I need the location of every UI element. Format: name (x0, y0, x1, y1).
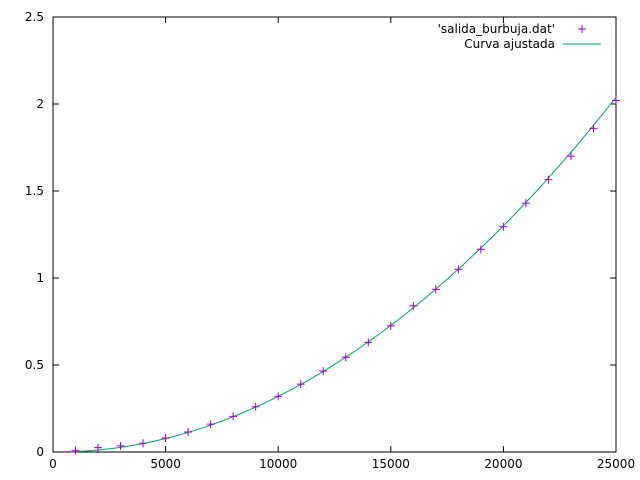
x-tick-label: 0 (49, 457, 57, 471)
legend-label-points: 'salida_burbuja.dat' (438, 22, 555, 36)
x-tick-label: 25000 (597, 457, 635, 471)
y-tick-label: 2.5 (25, 10, 44, 24)
data-point (94, 443, 103, 452)
data-point (341, 353, 350, 362)
data-point (184, 427, 193, 436)
data-point (251, 402, 260, 411)
data-point (364, 338, 373, 347)
axis-ticks: 0 5000 10000 15000 20000 25000 0 0.5 1 1.5 2 2.5 (25, 10, 635, 471)
data-point (229, 412, 238, 421)
data-point (206, 420, 215, 429)
y-tick-label: 1.5 (25, 184, 44, 198)
data-point (161, 434, 170, 443)
data-point (476, 245, 485, 254)
data-point (612, 96, 620, 105)
data-point (71, 446, 80, 455)
data-point (454, 265, 463, 274)
y-tick-label: 2 (36, 97, 44, 111)
data-point (296, 380, 305, 389)
legend-marker-points (578, 25, 586, 33)
x-tick-label: 20000 (484, 457, 522, 471)
plot-frame (52, 16, 617, 453)
y-tick-label: 0.5 (25, 358, 44, 372)
x-tick-label: 15000 (372, 457, 410, 471)
data-point (431, 285, 440, 294)
x-tick-label: 5000 (150, 457, 181, 471)
fitted-curve-line (71, 97, 617, 453)
data-point (544, 175, 553, 184)
y-tick-label: 0 (36, 445, 44, 459)
data-point (139, 439, 148, 448)
data-point (589, 124, 598, 133)
data-point (116, 441, 125, 450)
data-point (409, 301, 418, 310)
y-tick-label: 1 (36, 271, 44, 285)
data-point (319, 367, 328, 376)
data-point (521, 199, 530, 208)
legend: 'salida_burbuja.dat'Curva ajustada (438, 22, 601, 51)
series-layer (71, 96, 620, 455)
data-point (274, 392, 283, 401)
data-point (499, 222, 508, 231)
x-tick-label: 10000 (259, 457, 297, 471)
legend-label-curve: Curva ajustada (464, 37, 555, 51)
data-point (566, 152, 575, 161)
data-point (386, 321, 395, 330)
